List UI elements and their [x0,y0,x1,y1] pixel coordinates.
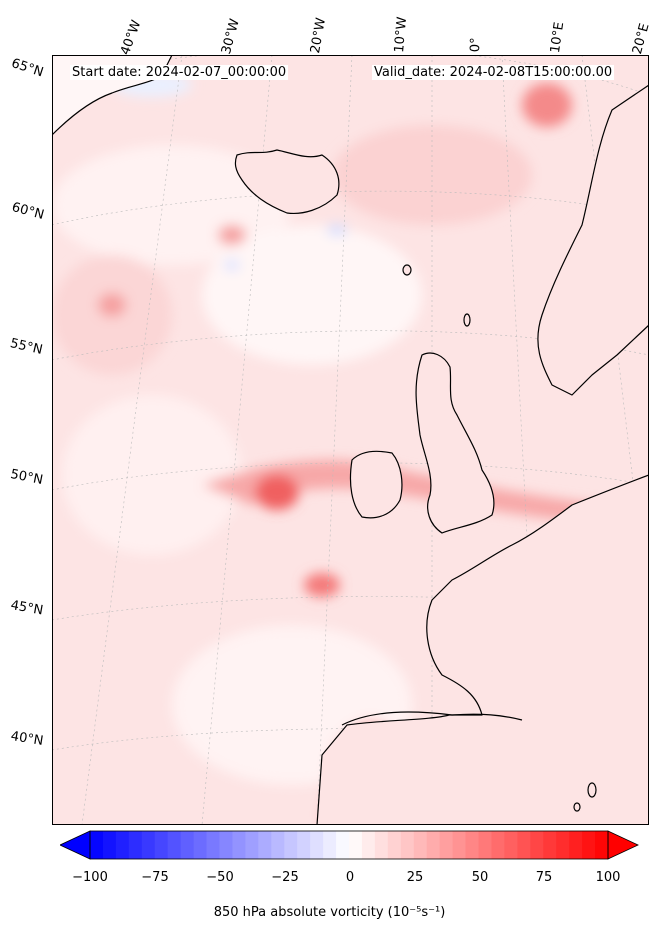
colorbar-segment [323,831,337,859]
colorbar-segment [154,831,169,859]
colorbar-segment [141,831,156,859]
lon-label-20e: 20°E [630,21,653,56]
shetland-islands [463,313,471,327]
colorbar-tick: −100 [72,870,108,885]
colorbar-tick: 0 [345,870,355,885]
colorbar-segments [90,831,609,859]
colorbar-segment [258,831,272,859]
lon-label-10w: 10°W [392,16,411,54]
lat-label-50n: 50°N [9,467,45,488]
colorbar-segment [374,831,389,859]
colorbar-segment [284,831,298,859]
lat-label-65n: 65°N [9,56,46,81]
colorbar-segment [478,831,493,859]
colorbar-segment [349,831,363,859]
colorbar-tick: −25 [271,870,299,885]
colorbar-segment [180,831,195,859]
continent-coast [316,84,649,825]
colorbar-segment [361,831,376,859]
colorbar-segment [400,831,415,859]
lat-label-40n: 40°N [9,729,45,749]
colorbar-segment [245,831,259,859]
colorbar-tick: 50 [471,870,489,885]
colorbar-segment [595,831,609,859]
colorbar-tick: 25 [406,870,424,885]
lat-label-45n: 45°N [9,598,45,619]
colorbar-border [89,830,609,860]
colorbar-segment [530,831,544,859]
colorbar-segment [193,831,208,859]
valid-date-text: Valid_date: 2024-02-08T15:00:00.00 [372,65,615,80]
lon-label-10e: 10°E [548,21,568,55]
sardinia [573,802,581,812]
colorbar-segment [271,831,285,859]
lon-label-20w: 20°W [308,16,330,55]
colorbar-segment [439,831,454,859]
colorbar-segment [232,831,246,859]
lon-label-30w: 30°W [219,17,243,56]
colorbar-segment [219,831,234,859]
colorbar-segment [517,831,531,859]
colorbar-segment [336,831,350,859]
colorbar-segment [102,831,117,859]
colorbar-segment [582,831,596,859]
colorbar-segment [491,831,505,859]
colorbar-segment [297,831,311,859]
faroe-islands [402,264,412,276]
colorbar-segment [556,831,570,859]
colorbar-segment [569,831,583,859]
colorbar-segment [167,831,182,859]
vorticity-map [52,55,649,825]
iberia-north-coast [341,711,523,726]
colorbar-segment [128,831,143,859]
colorbar-segment [543,831,557,859]
colorbar-label: 850 hPa absolute vorticity (10⁻⁵s⁻¹) [213,905,446,920]
lon-label-40w: 40°W [118,18,145,58]
colorbar-segment [465,831,480,859]
colorbar-segment [115,831,130,859]
colorbar-segment [90,831,104,859]
lat-label-55n: 55°N [8,336,44,358]
colorbar-tick: 75 [535,870,553,885]
colorbar-segment [452,831,467,859]
colorbar-segment [413,831,428,859]
lon-label-0: 0° [468,37,484,53]
colorbar-extend-min [60,830,91,860]
colorbar-segment [206,831,221,859]
colorbar [60,830,639,860]
colorbar-segment [426,831,441,859]
colorbar-segment [504,831,518,859]
colorbar-segment [387,831,402,859]
colorbar-segment [310,831,324,859]
great-britain-coast [415,352,495,534]
colorbar-tick: −50 [206,870,234,885]
start-date-text: Start date: 2024-02-07_00:00:00 [70,65,289,80]
colorbar-tick: 100 [595,870,621,885]
lat-label-60n: 60°N [10,200,46,223]
iceland-coast [234,149,340,215]
colorbar-extend-max [607,830,639,860]
ireland-coast [349,450,403,519]
colorbar-tick: −75 [141,870,169,885]
corsica [587,782,597,798]
